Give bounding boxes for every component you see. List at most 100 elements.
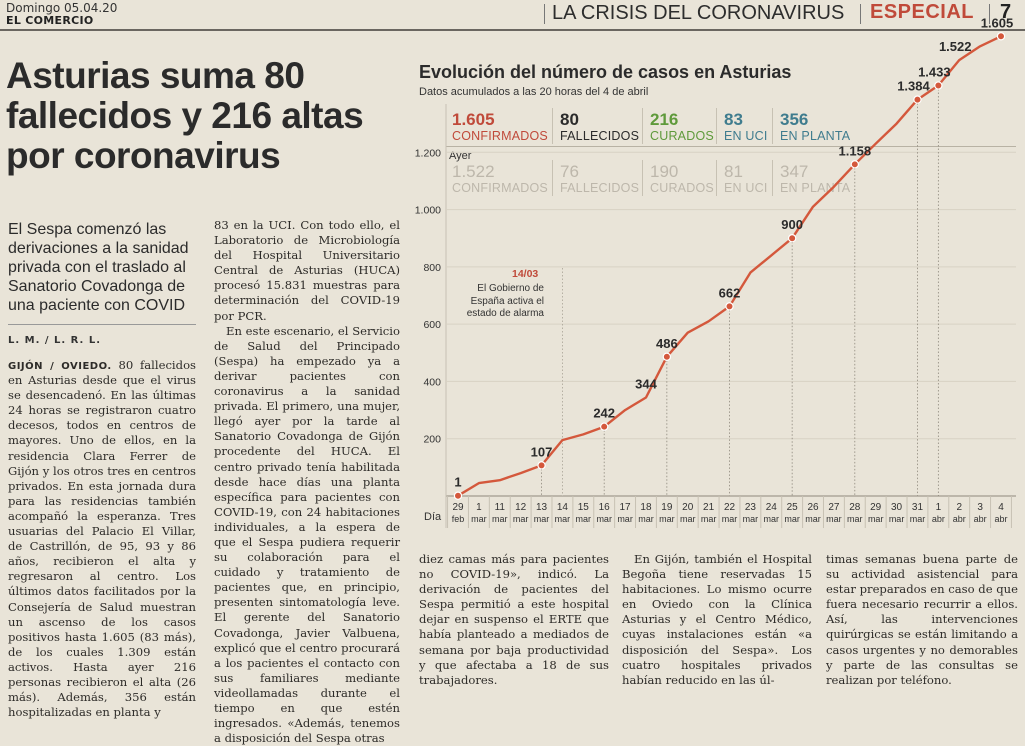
- x-tick-month: mar: [889, 514, 905, 524]
- stat-value: 347: [780, 162, 809, 181]
- stat-recovered: 216 CURADOS: [650, 110, 714, 144]
- x-tick-month: mar: [471, 514, 487, 524]
- x-tick-day: 28: [849, 502, 861, 513]
- x-tick-month: abr: [953, 514, 966, 524]
- stat-label: EN PLANTA: [780, 129, 851, 143]
- x-tick-day: 13: [536, 502, 548, 513]
- stat-label: EN PLANTA: [780, 181, 851, 195]
- y-tick-label: 600: [423, 319, 441, 331]
- data-point: [934, 81, 943, 90]
- edition-date: Domingo 05.04.20: [6, 1, 118, 15]
- x-tick-day: 11: [495, 502, 506, 513]
- section-title: LA CRISIS DEL CORONAVIRUS: [552, 2, 845, 24]
- x-tick-month: mar: [492, 514, 508, 524]
- masthead-rule: [0, 29, 1025, 31]
- stat-divider: [642, 108, 643, 144]
- y-tick-label: 200: [423, 434, 441, 446]
- data-point: [850, 160, 860, 169]
- x-tick-day: 2: [956, 502, 962, 513]
- stat-value: 81: [724, 162, 743, 181]
- x-tick-day: 27: [828, 502, 840, 513]
- dateline: GIJÓN / OVIEDO.: [8, 361, 112, 372]
- stat-recovered-yesterday: 190 CURADOS: [650, 162, 714, 196]
- stat-confirmed-yesterday: 1.522 CONFIRMADOS: [452, 162, 548, 196]
- stat-value: 1.522: [452, 162, 495, 181]
- column-text: 83 en la UCI. Con todo ello, el Laborato…: [214, 218, 400, 323]
- data-label: 1.522: [939, 39, 972, 54]
- x-tick-day: 21: [703, 502, 715, 513]
- data-label: 242: [593, 406, 615, 421]
- article-column-5: timas semanas buena parte de su activida…: [826, 552, 1019, 687]
- headline: Asturias suma 80 fallecidos y 216 altas …: [6, 55, 364, 176]
- x-tick-day: 31: [912, 502, 924, 513]
- x-tick-month: mar: [534, 514, 550, 524]
- x-tick-day: 1: [936, 502, 942, 513]
- cases-line-chart: 2004006008001.0001.200110724234448666290…: [415, 15, 1016, 528]
- data-point: [453, 491, 463, 500]
- x-tick-month: mar: [826, 514, 842, 524]
- y-tick-label: 400: [423, 376, 441, 388]
- x-tick-month: mar: [576, 514, 592, 524]
- article-column-3: diez camas más para pacientes no COVID-1…: [419, 552, 609, 687]
- x-tick-day: 24: [766, 502, 778, 513]
- data-label: 1.384: [897, 79, 930, 94]
- data-point: [996, 32, 1006, 41]
- stat-divider: [642, 160, 643, 196]
- x-tick-day: 1: [476, 502, 482, 513]
- x-tick-day: 14: [557, 502, 569, 513]
- data-label: 662: [719, 285, 741, 300]
- annotation-text: El Gobierno de España activa el estado d…: [466, 283, 544, 319]
- chart-title: Evolución del número de casos en Asturia…: [419, 62, 792, 82]
- x-tick-day: 29: [452, 502, 464, 513]
- stat-deaths: 80 FALLECIDOS: [560, 111, 639, 144]
- stat-value: 1.605: [452, 110, 495, 129]
- stat-icu-yesterday: 81 EN UCI: [724, 162, 768, 196]
- yesterday-label: Ayer: [449, 150, 472, 162]
- x-tick-month: mar: [847, 514, 863, 524]
- data-label: 486: [656, 336, 678, 351]
- y-tick-label: 1.000: [415, 205, 441, 217]
- data-point: [599, 422, 609, 431]
- stat-value: 76: [560, 162, 579, 181]
- article-column-1: GIJÓN / OVIEDO. 80 fallecidos en Asturia…: [8, 358, 196, 720]
- x-tick-day: 16: [599, 502, 611, 513]
- data-label: 107: [531, 444, 553, 459]
- x-tick-month: mar: [596, 514, 612, 524]
- stat-divider: [552, 108, 553, 144]
- x-tick-day: 19: [661, 502, 673, 513]
- stat-icu: 83 EN UCI: [724, 110, 768, 144]
- data-label: 1.158: [839, 143, 872, 158]
- data-point: [537, 461, 546, 470]
- x-tick-day: 18: [640, 502, 652, 513]
- data-point: [913, 95, 922, 104]
- column-text: En Gijón, también el Hospital Begoña tie…: [622, 552, 812, 687]
- x-tick-day: 3: [977, 502, 983, 513]
- x-tick-month: mar: [722, 514, 738, 524]
- x-tick-month: mar: [680, 514, 696, 524]
- special-tag: ESPECIAL: [870, 1, 975, 23]
- stat-value: 83: [724, 110, 743, 129]
- stats-rule: [446, 146, 1016, 147]
- masthead-divider: [860, 4, 861, 24]
- x-tick-day: 23: [745, 502, 757, 513]
- x-tick-month: mar: [764, 514, 780, 524]
- data-point: [662, 352, 672, 361]
- stat-divider: [552, 160, 553, 196]
- stat-value: 216: [650, 110, 679, 129]
- stat-deaths-yesterday: 76 FALLECIDOS: [560, 162, 639, 196]
- stat-ward: 356 EN PLANTA: [780, 111, 851, 144]
- stat-label: EN UCI: [724, 129, 768, 143]
- data-label: 1.433: [918, 65, 951, 80]
- stat-label: CONFIRMADOS: [452, 181, 548, 195]
- x-tick-month: abr: [994, 514, 1007, 524]
- stat-confirmed: 1.605 CONFIRMADOS: [452, 110, 548, 144]
- column-text: 80 fallecidos en Asturias desde que el v…: [8, 358, 196, 720]
- x-tick-month: mar: [659, 514, 675, 524]
- chart-subtitle: Datos acumulados a las 20 horas del 4 de…: [419, 86, 649, 98]
- x-tick-day: 29: [870, 502, 882, 513]
- x-tick-month: abr: [932, 514, 945, 524]
- x-tick-month: abr: [974, 514, 987, 524]
- stat-value: 190: [650, 162, 679, 181]
- byline-rule: [8, 324, 196, 325]
- x-axis-label: Día: [424, 511, 442, 523]
